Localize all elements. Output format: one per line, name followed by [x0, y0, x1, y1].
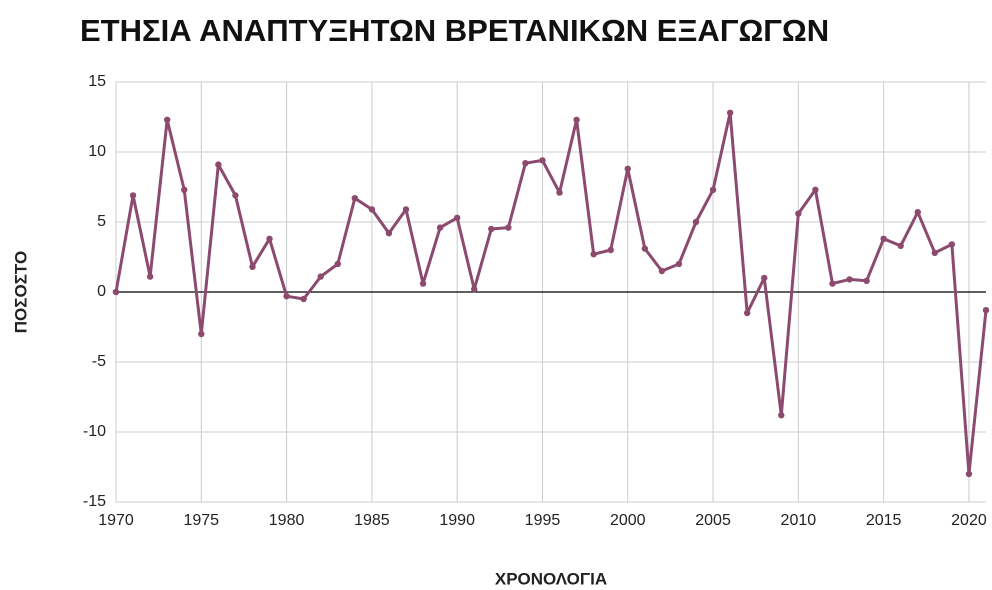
data-point: [539, 157, 546, 164]
data-point: [880, 235, 887, 242]
data-point: [453, 214, 461, 221]
data-point: [658, 267, 666, 275]
y-tick-label: 0: [97, 283, 106, 300]
data-point: [590, 251, 597, 258]
data-point: [641, 245, 649, 252]
x-tick-label: 2015: [866, 512, 902, 529]
data-line: [114, 111, 988, 476]
x-tick-label: 2010: [781, 512, 817, 529]
chart-title: ΕΤΗΣΙΑ ΑΝΑΠΤΥΞΗΤΩΝ ΒΡΕΤΑΝΙΚΩΝ ΕΞΑΓΩΓΩΝ: [80, 13, 829, 48]
data-point: [317, 273, 324, 280]
data-point: [198, 330, 205, 338]
data-point: [385, 230, 393, 237]
data-point: [283, 293, 290, 300]
data-point: [692, 218, 700, 226]
data-point: [846, 276, 853, 283]
data-point: [522, 160, 529, 167]
y-tick-label: 15: [88, 73, 106, 90]
data-point: [607, 246, 614, 254]
data-point: [368, 206, 376, 213]
data-point: [505, 224, 512, 231]
data-point: [931, 249, 939, 256]
data-point: [436, 224, 444, 231]
data-point: [897, 242, 904, 249]
data-point: [573, 116, 580, 124]
x-tick-label: 2020: [951, 512, 987, 529]
x-tick-label: 2000: [610, 512, 646, 529]
data-point: [249, 263, 256, 270]
data-point: [675, 260, 683, 268]
data-point: [829, 280, 836, 287]
data-point: [982, 307, 990, 314]
data-point: [812, 186, 819, 193]
x-tick-label: 2005: [695, 512, 731, 529]
x-tick-label: 1975: [183, 512, 219, 529]
data-point: [129, 192, 137, 199]
data-point: [761, 274, 768, 282]
x-tick-label: 1990: [439, 512, 475, 529]
data-point: [232, 192, 239, 199]
x-axis-label: ΧΡΟΝΟΛΟΓΙΑ: [495, 569, 607, 588]
data-point: [863, 277, 870, 284]
data-point: [795, 210, 802, 217]
data-point: [334, 260, 341, 268]
data-point: [743, 309, 751, 317]
data-point: [556, 189, 563, 196]
data-point: [266, 235, 273, 242]
data-point: [948, 241, 956, 248]
x-tick-label: 1980: [269, 512, 305, 529]
data-point: [965, 470, 973, 478]
data-point: [163, 116, 171, 124]
data-point: [146, 273, 154, 280]
y-axis-label: ΠΟΣΟΣΤΟ: [11, 251, 30, 333]
y-tick-label: -5: [92, 353, 106, 370]
y-tick-label: -10: [83, 423, 106, 440]
data-point: [488, 225, 495, 233]
data-point: [181, 186, 188, 193]
data-point: [471, 286, 478, 293]
data-point: [215, 161, 222, 168]
data-point: [351, 195, 359, 202]
data-point: [624, 165, 631, 172]
x-tick-label: 1970: [98, 512, 134, 529]
y-tick-label: 10: [88, 143, 106, 160]
data-point: [778, 412, 785, 419]
x-tick-label: 1985: [354, 512, 390, 529]
data-point: [112, 288, 120, 296]
data-point: [300, 295, 307, 303]
data-point: [709, 186, 717, 193]
x-tick-label: 1995: [525, 512, 561, 529]
data-point: [726, 109, 734, 117]
data-point: [419, 280, 427, 287]
data-point: [914, 209, 921, 216]
y-tick-label: -15: [83, 493, 106, 510]
data-point: [402, 206, 410, 213]
y-tick-label: 5: [97, 213, 106, 230]
